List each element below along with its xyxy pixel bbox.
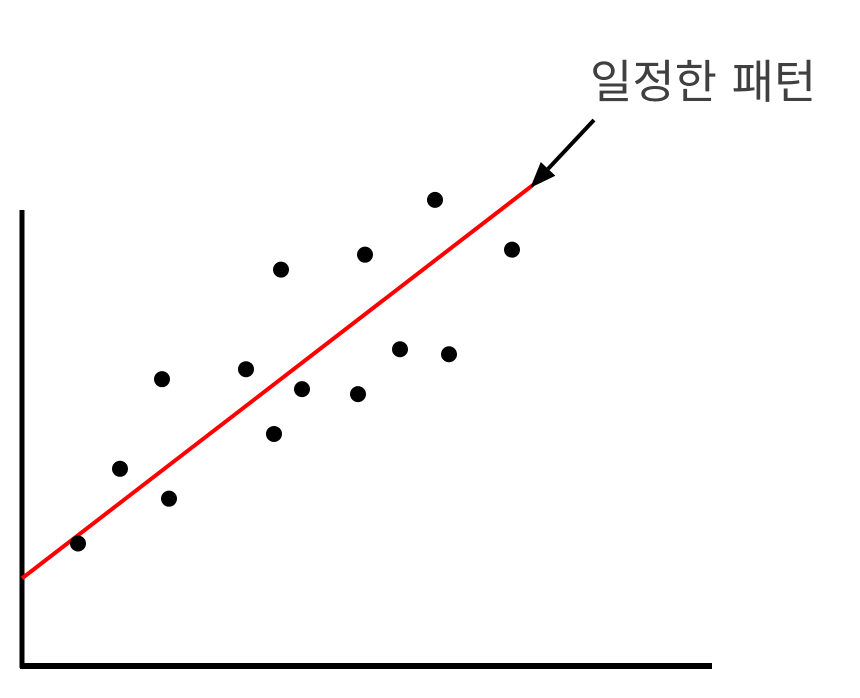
- annotation-arrow-head: [530, 162, 556, 188]
- annotation-arrow: [546, 118, 596, 171]
- data-point-7: [273, 261, 289, 278]
- axes: [19, 210, 712, 669]
- data-point-10: [357, 246, 373, 263]
- data-point-9: [350, 386, 366, 403]
- annotation: 일정한 패턴: [530, 55, 816, 188]
- data-point-11: [392, 341, 408, 358]
- data-point-1: [70, 535, 86, 552]
- trendline: [20, 183, 535, 580]
- data-point-6: [266, 425, 282, 442]
- data-point-14: [504, 241, 520, 258]
- data-point-12: [427, 191, 443, 208]
- data-points: [70, 191, 520, 552]
- data-point-5: [238, 361, 254, 378]
- data-point-3: [154, 371, 170, 388]
- data-point-13: [441, 346, 457, 363]
- data-point-8: [294, 381, 310, 398]
- trendline-group: [20, 183, 535, 580]
- annotation-label: 일정한 패턴: [590, 55, 816, 109]
- data-point-4: [161, 490, 177, 507]
- data-point-2: [112, 460, 128, 477]
